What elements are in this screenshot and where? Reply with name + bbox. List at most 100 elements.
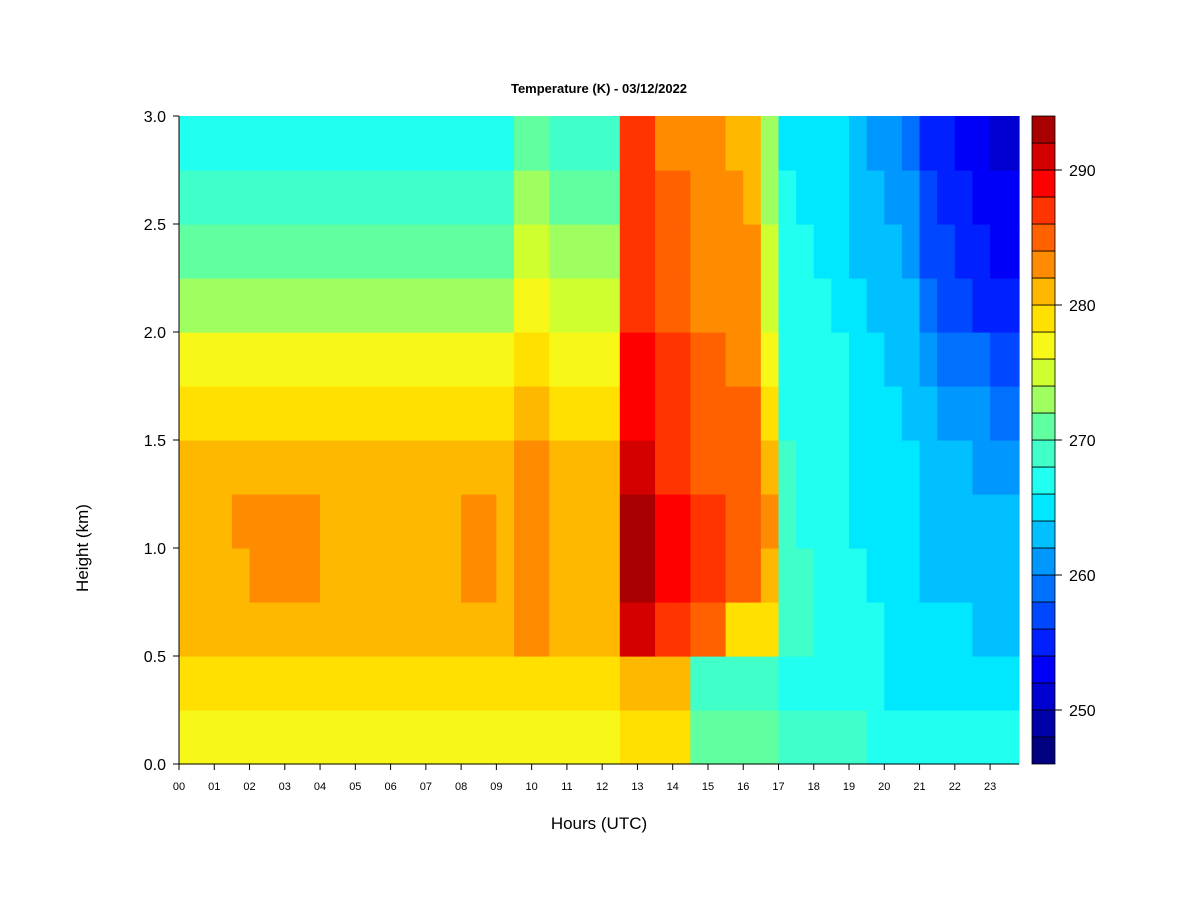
heatmap-cell <box>179 440 198 495</box>
heatmap-cell <box>637 116 656 171</box>
heatmap-cell <box>972 440 991 495</box>
heatmap-cell <box>831 332 850 387</box>
heatmap-cell <box>425 386 445 441</box>
heatmap-cell <box>249 332 268 387</box>
heatmap-cell <box>408 602 427 657</box>
heatmap-cell <box>179 602 198 657</box>
heatmap-cell <box>725 656 744 711</box>
heatmap-cell <box>1007 224 1020 279</box>
heatmap-cell <box>214 386 233 441</box>
x-tick-label: 18 <box>808 781 820 793</box>
heatmap-cell <box>884 116 903 171</box>
heatmap-cell <box>320 656 339 711</box>
heatmap-cell <box>919 332 938 387</box>
heatmap-cell <box>1007 494 1020 549</box>
heatmap-cell <box>284 170 304 225</box>
heatmap-cell <box>214 170 233 225</box>
heatmap-cell <box>743 224 762 279</box>
heatmap-cell <box>179 386 198 441</box>
heatmap-cell <box>602 548 621 603</box>
heatmap-cell <box>796 332 815 387</box>
heatmap-cell <box>390 224 409 279</box>
heatmap-cell <box>514 170 533 225</box>
heatmap-cell <box>672 440 691 495</box>
heatmap-cell <box>214 548 233 603</box>
x-tick-label: 12 <box>596 781 608 793</box>
heatmap-cell <box>619 170 639 225</box>
heatmap-cell <box>813 710 832 765</box>
heatmap-cell <box>284 116 304 171</box>
heatmap-cell <box>778 116 797 171</box>
heatmap-cell <box>514 548 533 603</box>
heatmap-cell <box>655 278 674 333</box>
heatmap-cell <box>249 386 268 441</box>
heatmap-cell <box>602 332 621 387</box>
heatmap-cell <box>461 116 480 171</box>
heatmap-cell <box>619 710 639 765</box>
colorbar-swatch <box>1031 277 1056 306</box>
heatmap-cell <box>884 224 903 279</box>
heatmap-cell <box>478 494 497 549</box>
heatmap-cell <box>990 440 1009 495</box>
heatmap-cell <box>655 224 674 279</box>
heatmap-cell <box>884 602 903 657</box>
heatmap-cell <box>884 278 903 333</box>
heatmap-cell <box>461 224 480 279</box>
heatmap-cell <box>849 170 868 225</box>
heatmap-cell <box>443 440 462 495</box>
heatmap-cell <box>478 170 497 225</box>
heatmap-cell <box>584 278 603 333</box>
heatmap-cell <box>478 278 497 333</box>
heatmap-cell <box>954 494 974 549</box>
x-tick-label: 09 <box>490 781 502 793</box>
heatmap-cell <box>954 386 974 441</box>
heatmap-cell <box>866 386 885 441</box>
heatmap-cell <box>760 602 780 657</box>
heatmap-cell <box>461 602 480 657</box>
heatmap-cell <box>760 494 780 549</box>
heatmap-cell <box>637 386 656 441</box>
heatmap-cell <box>831 386 850 441</box>
heatmap-cell <box>884 332 903 387</box>
heatmap-cell <box>831 548 850 603</box>
heatmap-cell <box>372 170 392 225</box>
heatmap-cell <box>760 440 780 495</box>
heatmap-cell <box>214 116 233 171</box>
heatmap-cell <box>778 602 797 657</box>
heatmap-cell <box>179 548 198 603</box>
heatmap-cell <box>690 548 709 603</box>
heatmap-cell <box>355 656 374 711</box>
heatmap-cell <box>619 332 639 387</box>
heatmap-cell <box>566 386 586 441</box>
heatmap-cell <box>602 602 621 657</box>
heatmap-cell <box>1007 710 1020 765</box>
heatmap-cell <box>707 710 727 765</box>
heatmap-cell <box>249 548 268 603</box>
heatmap-cell <box>284 440 304 495</box>
heatmap-cell <box>425 224 445 279</box>
heatmap-cell <box>707 278 727 333</box>
heatmap-cell <box>707 440 727 495</box>
colorbar-tick-label: 260 <box>1069 568 1096 585</box>
heatmap-cell <box>919 224 938 279</box>
heatmap-cell <box>337 386 356 441</box>
heatmap-cell <box>637 440 656 495</box>
heatmap-cell <box>302 116 321 171</box>
heatmap-cell <box>478 332 497 387</box>
colorbar-swatch <box>1031 115 1056 144</box>
heatmap-cell <box>972 710 991 765</box>
heatmap-cell <box>478 602 497 657</box>
x-tick-label: 23 <box>984 781 996 793</box>
heatmap-cell <box>831 710 850 765</box>
heatmap-cell <box>813 224 832 279</box>
heatmap-cell <box>302 440 321 495</box>
x-tick-label: 02 <box>243 781 255 793</box>
heatmap-cell <box>408 278 427 333</box>
x-tick-label: 08 <box>455 781 467 793</box>
heatmap-cell <box>725 440 744 495</box>
heatmap-cell <box>672 602 691 657</box>
heatmap-cell <box>972 494 991 549</box>
heatmap-cell <box>1007 116 1020 171</box>
heatmap-cell <box>302 332 321 387</box>
heatmap-cell <box>249 278 268 333</box>
